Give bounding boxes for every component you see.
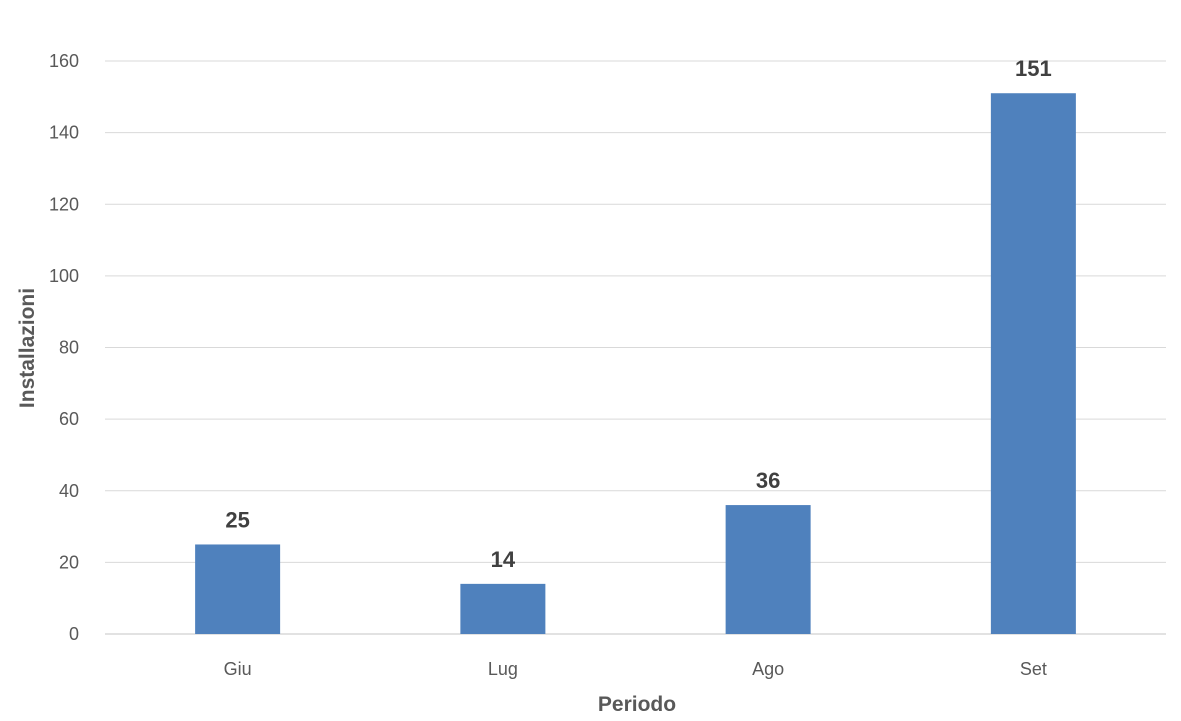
bars (195, 93, 1076, 634)
y-tick-label: 20 (59, 552, 79, 572)
y-axis-ticks: 0 20 40 60 80 100 120 140 160 (49, 51, 79, 644)
y-tick-label: 140 (49, 123, 79, 143)
x-tick-label: Giu (224, 659, 252, 679)
x-tick-label: Lug (488, 659, 518, 679)
data-labels: 25 14 36 151 (225, 56, 1051, 572)
y-tick-label: 120 (49, 194, 79, 214)
y-tick-label: 60 (59, 409, 79, 429)
data-label: 36 (756, 468, 780, 493)
bar-giu (195, 544, 281, 634)
x-tick-label: Ago (752, 659, 784, 679)
y-tick-label: 100 (49, 266, 79, 286)
x-axis-title: Periodo (598, 693, 676, 716)
bar-lug (460, 583, 546, 634)
data-label: 14 (491, 547, 516, 572)
data-label: 151 (1015, 56, 1052, 81)
bar-set (990, 93, 1076, 634)
y-tick-label: 160 (49, 51, 79, 71)
y-tick-label: 80 (59, 338, 79, 358)
data-label: 25 (225, 507, 249, 532)
y-tick-label: 40 (59, 481, 79, 501)
y-tick-label: 0 (69, 624, 79, 644)
gridlines (105, 60, 1166, 635)
x-axis-ticks: Giu Lug Ago Set (224, 659, 1047, 679)
x-tick-label: Set (1020, 659, 1047, 679)
y-axis-title: Installazioni (16, 288, 39, 408)
bar-ago (725, 505, 811, 634)
